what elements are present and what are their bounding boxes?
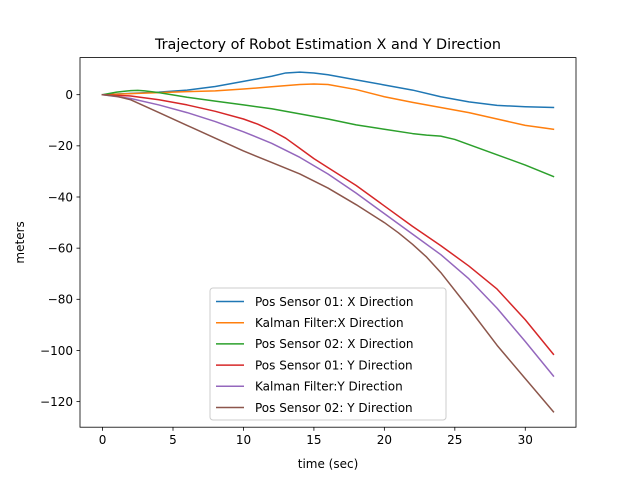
plot-lines [101,71,555,413]
y-tick-label: −120 [40,395,73,409]
legend-entries: Pos Sensor 01: X Direction Kalman Filter:… [216,295,414,415]
plot-area-frame [79,57,577,428]
x-tick-label: 0 [99,433,107,447]
legend-label-1: Pos Sensor 01: X Direction [255,295,414,309]
y-tick-label: 0 [65,88,73,102]
series-line-3 [101,89,555,178]
series-line-6 [101,93,555,413]
legend-label-3: Pos Sensor 02: X Direction [255,337,414,351]
y-tick-label: −100 [40,344,73,358]
series-line-2 [101,83,555,131]
x-tick-label: 30 [518,433,533,447]
x-axis-ticks: 0 5 10 15 20 25 30 [99,427,533,447]
y-tick-label: −40 [48,190,73,204]
series-line-5 [101,93,555,378]
x-tick-label: 10 [236,433,251,447]
legend-label-5: Kalman Filter:Y Direction [255,380,403,394]
y-tick-label: −20 [48,139,73,153]
legend-frame [209,287,447,421]
x-tick-label: 15 [306,433,321,447]
legend: Pos Sensor 01: X Direction Kalman Filter:… [209,287,447,421]
y-tick-label: −60 [48,241,73,255]
x-axis-label: time (sec) [298,457,359,471]
chart-title: Trajectory of Robot Estimation X and Y D… [154,37,501,53]
x-tick-label: 25 [447,433,462,447]
legend-label-2: Kalman Filter:X Direction [255,316,404,330]
y-tick-label: −80 [48,293,73,307]
x-tick-label: 20 [377,433,392,447]
series-line-4 [101,93,555,356]
y-axis-ticks: 0 −20 −40 −60 −80 −100 −120 [40,88,80,409]
y-axis-label: meters [13,221,27,263]
legend-label-6: Pos Sensor 02: Y Direction [255,401,413,415]
series-line-1 [101,71,555,109]
legend-label-4: Pos Sensor 01: Y Direction [255,358,413,372]
x-tick-label: 5 [169,433,177,447]
